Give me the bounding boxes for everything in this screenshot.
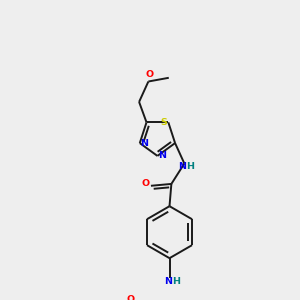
Text: H: H — [172, 277, 180, 286]
Text: N: N — [140, 139, 148, 148]
Text: S: S — [160, 118, 167, 127]
Text: O: O — [141, 179, 149, 188]
Text: H: H — [186, 162, 194, 171]
Text: N: N — [178, 162, 187, 171]
Text: O: O — [127, 295, 135, 300]
Text: N: N — [164, 277, 172, 286]
Text: O: O — [145, 70, 153, 79]
Text: N: N — [158, 152, 166, 160]
